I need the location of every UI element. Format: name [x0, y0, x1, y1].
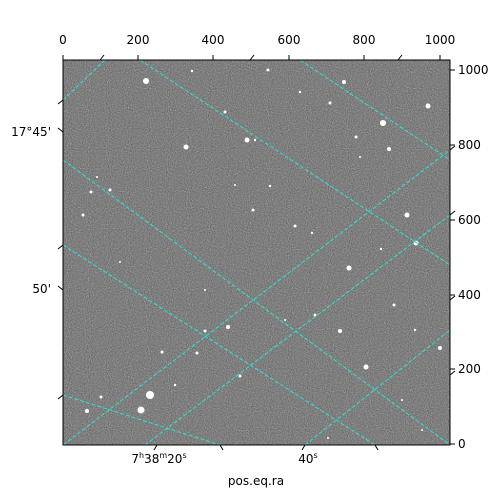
star — [119, 261, 121, 263]
tick-mark — [57, 394, 64, 400]
star — [298, 90, 302, 94]
top-tick-label: 1000 — [424, 33, 456, 47]
right-tick-label: 800 — [458, 138, 481, 152]
star — [99, 395, 103, 399]
coordinate-grid — [63, 60, 450, 445]
tick-mark — [301, 444, 306, 451]
star — [363, 364, 369, 370]
star — [203, 329, 207, 333]
star — [438, 346, 442, 350]
star — [413, 328, 417, 332]
star — [190, 69, 194, 73]
grid-line — [304, 329, 450, 445]
dec-label: 17°45' — [11, 125, 51, 139]
grid-line — [299, 60, 450, 161]
right-tick-label: 600 — [458, 213, 481, 227]
right-tick-label: 1000 — [458, 63, 489, 77]
star — [226, 325, 230, 329]
tick-mark — [153, 444, 158, 451]
ra-label: 7h38m20s — [131, 451, 187, 467]
star — [160, 350, 164, 354]
star — [195, 351, 199, 355]
grid-line — [63, 149, 450, 445]
tick-mark — [449, 295, 456, 301]
axis-ticks — [57, 54, 456, 451]
tick-mark — [57, 285, 64, 291]
star — [354, 135, 358, 139]
star — [328, 101, 332, 105]
tick-mark — [374, 444, 379, 451]
star — [327, 437, 329, 439]
star — [183, 144, 189, 150]
star — [137, 406, 145, 414]
dec-label: 50' — [32, 282, 51, 296]
star — [108, 188, 112, 192]
star — [85, 409, 89, 413]
star — [96, 176, 98, 178]
plot-frame — [62, 59, 451, 446]
star — [223, 110, 227, 114]
star — [425, 103, 431, 109]
tick-mark — [449, 210, 456, 216]
star — [338, 329, 342, 333]
star — [266, 68, 270, 72]
star — [234, 184, 236, 186]
star — [401, 399, 403, 401]
star — [268, 184, 272, 188]
tick-mark — [219, 444, 224, 451]
sky-noise — [63, 60, 450, 445]
star — [342, 80, 346, 84]
star — [89, 190, 93, 194]
tick-mark — [57, 127, 64, 133]
star — [387, 147, 391, 151]
star — [146, 391, 154, 399]
top-tick-label: 400 — [201, 33, 225, 47]
grid-line — [63, 244, 376, 445]
tick-mark — [249, 54, 255, 61]
star — [379, 247, 383, 251]
tick-mark — [449, 145, 456, 151]
grid-line — [63, 60, 106, 101]
right-tick-label: 400 — [458, 288, 481, 302]
star — [204, 289, 206, 291]
star — [313, 313, 317, 317]
tick-mark — [449, 370, 456, 376]
star — [293, 224, 297, 228]
star — [244, 137, 250, 143]
star — [251, 208, 255, 212]
star — [173, 383, 177, 387]
right-tick-label: 0 — [458, 437, 466, 451]
tick-mark — [99, 54, 105, 61]
right-tick-label: 200 — [458, 362, 481, 376]
star — [359, 156, 361, 158]
star — [310, 231, 314, 235]
star — [346, 265, 352, 271]
star — [238, 374, 242, 378]
grid-line — [144, 214, 450, 445]
star — [421, 429, 423, 431]
grid-line — [63, 159, 450, 445]
star — [380, 120, 386, 126]
grid-line — [63, 394, 221, 445]
top-tick-label: 0 — [59, 33, 67, 47]
top-tick-label: 800 — [352, 33, 376, 47]
tick-mark — [397, 54, 403, 61]
star — [404, 212, 410, 218]
star — [392, 303, 396, 307]
star — [81, 213, 85, 217]
grid-line — [139, 60, 450, 266]
ra-label: 40s — [298, 451, 318, 467]
top-tick-label: 200 — [126, 33, 150, 47]
star — [143, 78, 149, 84]
top-tick-label: 600 — [277, 33, 301, 47]
tick-mark — [57, 99, 64, 105]
star — [284, 319, 286, 321]
x-axis-label: pos.eq.ra — [227, 474, 285, 488]
star — [253, 138, 257, 142]
tick-mark — [57, 244, 64, 250]
star-field — [81, 68, 442, 439]
